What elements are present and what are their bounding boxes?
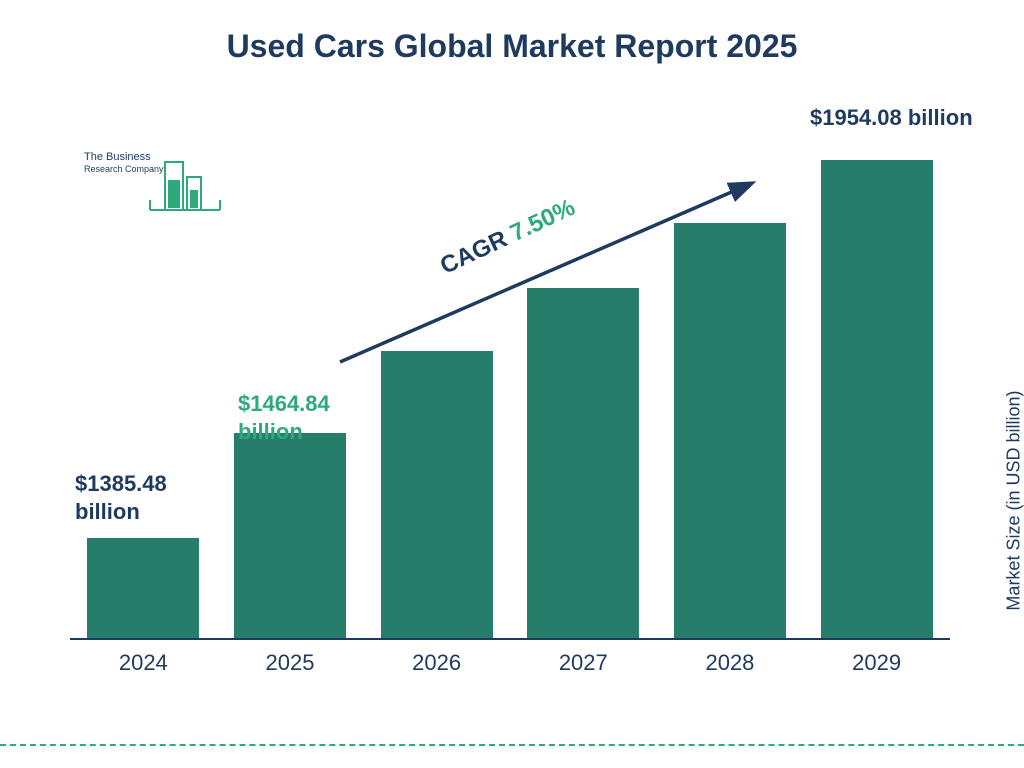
bar-2025 bbox=[234, 433, 346, 638]
x-label-2029: 2029 bbox=[821, 644, 933, 680]
x-label-2025: 2025 bbox=[234, 644, 346, 680]
x-label-2026: 2026 bbox=[381, 644, 493, 680]
x-axis-baseline bbox=[70, 638, 950, 640]
bar-2026 bbox=[381, 351, 493, 638]
data-label-2029: $1954.08 billion bbox=[810, 104, 973, 132]
x-label-2024: 2024 bbox=[87, 644, 199, 680]
x-label-2028: 2028 bbox=[674, 644, 786, 680]
y-axis-label: Market Size (in USD billion) bbox=[1004, 391, 1024, 611]
data-label-2025: $1464.84billion bbox=[238, 390, 330, 445]
bar-2029 bbox=[821, 160, 933, 638]
data-label-2024: $1385.48billion bbox=[75, 470, 167, 525]
x-axis-labels: 2024 2025 2026 2027 2028 2029 bbox=[70, 644, 950, 680]
page-title: Used Cars Global Market Report 2025 bbox=[0, 0, 1024, 65]
bar-2024 bbox=[87, 538, 199, 638]
x-label-2027: 2027 bbox=[527, 644, 639, 680]
bottom-divider bbox=[0, 744, 1024, 746]
